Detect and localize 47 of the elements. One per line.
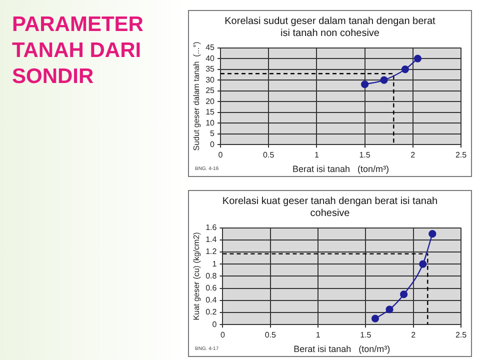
x-tick-label: 2 (410, 150, 416, 160)
y-tick-label: 30 (206, 75, 216, 84)
y-tick-label: 5 (210, 129, 216, 138)
x-tick-label: 1 (314, 150, 320, 160)
y-tick-label: 0.6 (206, 284, 218, 293)
x-tick-label: 2.5 (455, 150, 468, 160)
point (380, 76, 388, 84)
text: PARAMETER TANAH DARI SONDIR (12, 12, 144, 90)
y-tick-label: 40 (206, 54, 216, 63)
point (414, 54, 422, 62)
x-tick-label: 2.5 (455, 330, 468, 340)
chart-title: Korelasi kuat geser tanah dengan berat isi tanah cohesive (221, 196, 439, 220)
x-tick-label: 0.5 (263, 150, 275, 160)
x-tick-label: 0.5 (264, 330, 276, 340)
x-axis-title: Berat isi tanah (ton/m³) (294, 344, 390, 354)
y-tick-label: 35 (206, 64, 216, 74)
y-axis-title: Kuat geser (cu) (kg/cm2) (192, 232, 202, 320)
x-tick-label: 1.5 (360, 330, 372, 340)
y-tick-label: 0 (212, 320, 218, 329)
y-tick-label: 1.6 (206, 223, 218, 232)
x-axis-title: Berat isi tanah (ton/m³) (292, 164, 390, 174)
point (386, 306, 394, 314)
y-tick-label: 1.2 (206, 247, 218, 256)
y-tick-label: 15 (206, 108, 216, 117)
y-tick-label: 0 (210, 140, 216, 149)
y-tick-label: 25 (206, 86, 216, 96)
x-tick-label: 0 (218, 150, 224, 160)
point (371, 314, 380, 322)
y-tick-label: 1.4 (206, 235, 218, 244)
y-axis-title: Sudut geser dalam tanah (...°) (192, 41, 202, 151)
point (401, 66, 410, 74)
x-tick-label: 2 (411, 330, 416, 340)
point (400, 290, 408, 298)
x-tick-label: 0 (220, 330, 226, 340)
y-tick-label: 20 (206, 96, 216, 106)
point (361, 80, 369, 88)
x-tick-label: 1 (316, 330, 321, 340)
point (419, 260, 427, 268)
point (428, 230, 436, 238)
y-tick-label: 0.2 (206, 308, 218, 317)
y-tick-label: 1 (212, 259, 218, 268)
x-tick-label: 1.5 (359, 150, 371, 160)
y-tick-label: 0.8 (206, 271, 218, 280)
y-tick-label: 0.4 (206, 296, 218, 305)
y-tick-label: 10 (206, 118, 216, 128)
y-tick-label: 45 (206, 43, 216, 52)
chart-title: Korelasi sudut geser dalam tanah dengan berat isi tanah non cohesive (224, 16, 436, 40)
